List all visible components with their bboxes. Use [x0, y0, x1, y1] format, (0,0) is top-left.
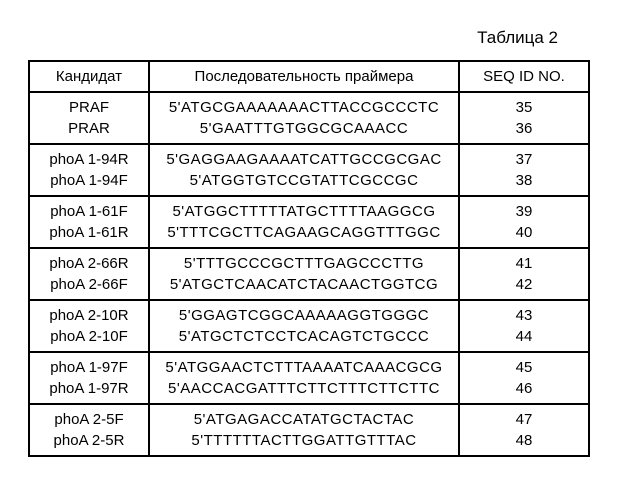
candidate-name: phoA 1-94R	[29, 144, 149, 170]
header-row: Кандидат Последовательность праймера SEQ…	[29, 61, 589, 92]
seq-id: 36	[459, 118, 589, 144]
primer-sequence: 5'ATGGTGTCCGTATTCGCCGC	[149, 170, 459, 196]
seq-id: 40	[459, 222, 589, 248]
seq-id: 43	[459, 300, 589, 326]
header-sequence: Последовательность праймера	[149, 61, 459, 92]
primer-sequence: 5'ATGCTCTCCTCACAGTCTGCCC	[149, 326, 459, 352]
seq-id: 41	[459, 248, 589, 274]
candidate-name: phoA 2-10R	[29, 300, 149, 326]
table-caption: Таблица 2	[20, 28, 558, 48]
table-row: phoA 2-5R 5'TTTTTTACTTGGATTGTTTAC 48	[29, 430, 589, 456]
seq-id: 48	[459, 430, 589, 456]
candidate-name: phoA 1-97F	[29, 352, 149, 378]
seq-id: 35	[459, 92, 589, 118]
seq-id: 42	[459, 274, 589, 300]
table-row: phoA 2-5F 5'ATGAGACCATATGCTACTAC 47	[29, 404, 589, 430]
table-row: phoA 1-94F 5'ATGGTGTCCGTATTCGCCGC 38	[29, 170, 589, 196]
candidate-name: phoA 2-66R	[29, 248, 149, 274]
primer-sequence: 5'TTTGCCCGCTTTGAGCCCTTG	[149, 248, 459, 274]
seq-id: 39	[459, 196, 589, 222]
primer-sequence: 5'GAGGAAGAAAATCATTGCCGCGAC	[149, 144, 459, 170]
candidate-name: PRAF	[29, 92, 149, 118]
header-candidate: Кандидат	[29, 61, 149, 92]
seq-id: 45	[459, 352, 589, 378]
seq-id: 47	[459, 404, 589, 430]
primer-sequence: 5'ATGAGACCATATGCTACTAC	[149, 404, 459, 430]
table-row: phoA 1-97R 5'AACCACGATTTCTTCTTTCTTCTTC 4…	[29, 378, 589, 404]
primer-sequence: 5'AACCACGATTTCTTCTTTCTTCTTC	[149, 378, 459, 404]
primer-sequence: 5'ATGGAACTCTTTAAAATCAAACGCG	[149, 352, 459, 378]
table-row: phoA 1-94R 5'GAGGAAGAAAATCATTGCCGCGAC 37	[29, 144, 589, 170]
primer-sequence: 5'GGAGTCGGCAAAAAGGTGGGC	[149, 300, 459, 326]
candidate-name: phoA 2-66F	[29, 274, 149, 300]
primer-sequence: 5'ATGCTCAACATCTACAACTGGTCG	[149, 274, 459, 300]
primer-sequence: 5'TTTCGCTTCAGAAGCAGGTTTGGC	[149, 222, 459, 248]
primer-sequence: 5'GAATTTGTGGCGCAAACC	[149, 118, 459, 144]
table-row: phoA 2-66F 5'ATGCTCAACATCTACAACTGGTCG 42	[29, 274, 589, 300]
table-row: phoA 2-66R 5'TTTGCCCGCTTTGAGCCCTTG 41	[29, 248, 589, 274]
table-row: phoA 2-10R 5'GGAGTCGGCAAAAAGGTGGGC 43	[29, 300, 589, 326]
header-seqid: SEQ ID NO.	[459, 61, 589, 92]
table-row: PRAF 5'ATGCGAAAAAAACTTACCGCCCTC 35	[29, 92, 589, 118]
candidate-name: phoA 1-97R	[29, 378, 149, 404]
table-row: phoA 1-97F 5'ATGGAACTCTTTAAAATCAAACGCG 4…	[29, 352, 589, 378]
primer-sequence: 5'TTTTTTACTTGGATTGTTTAC	[149, 430, 459, 456]
primer-table: Кандидат Последовательность праймера SEQ…	[28, 60, 590, 457]
table-row: phoA 1-61R 5'TTTCGCTTCAGAAGCAGGTTTGGC 40	[29, 222, 589, 248]
candidate-name: phoA 2-10F	[29, 326, 149, 352]
candidate-name: phoA 1-61F	[29, 196, 149, 222]
candidate-name: phoA 1-94F	[29, 170, 149, 196]
table-row: PRAR 5'GAATTTGTGGCGCAAACC 36	[29, 118, 589, 144]
candidate-name: phoA 2-5F	[29, 404, 149, 430]
primer-sequence: 5'ATGGCTTTTTATGCTTTTAAGGCG	[149, 196, 459, 222]
candidate-name: PRAR	[29, 118, 149, 144]
candidate-name: phoA 1-61R	[29, 222, 149, 248]
seq-id: 38	[459, 170, 589, 196]
seq-id: 37	[459, 144, 589, 170]
primer-sequence: 5'ATGCGAAAAAAACTTACCGCCCTC	[149, 92, 459, 118]
seq-id: 44	[459, 326, 589, 352]
seq-id: 46	[459, 378, 589, 404]
table-row: phoA 2-10F 5'ATGCTCTCCTCACAGTCTGCCC 44	[29, 326, 589, 352]
table-row: phoA 1-61F 5'ATGGCTTTTTATGCTTTTAAGGCG 39	[29, 196, 589, 222]
candidate-name: phoA 2-5R	[29, 430, 149, 456]
